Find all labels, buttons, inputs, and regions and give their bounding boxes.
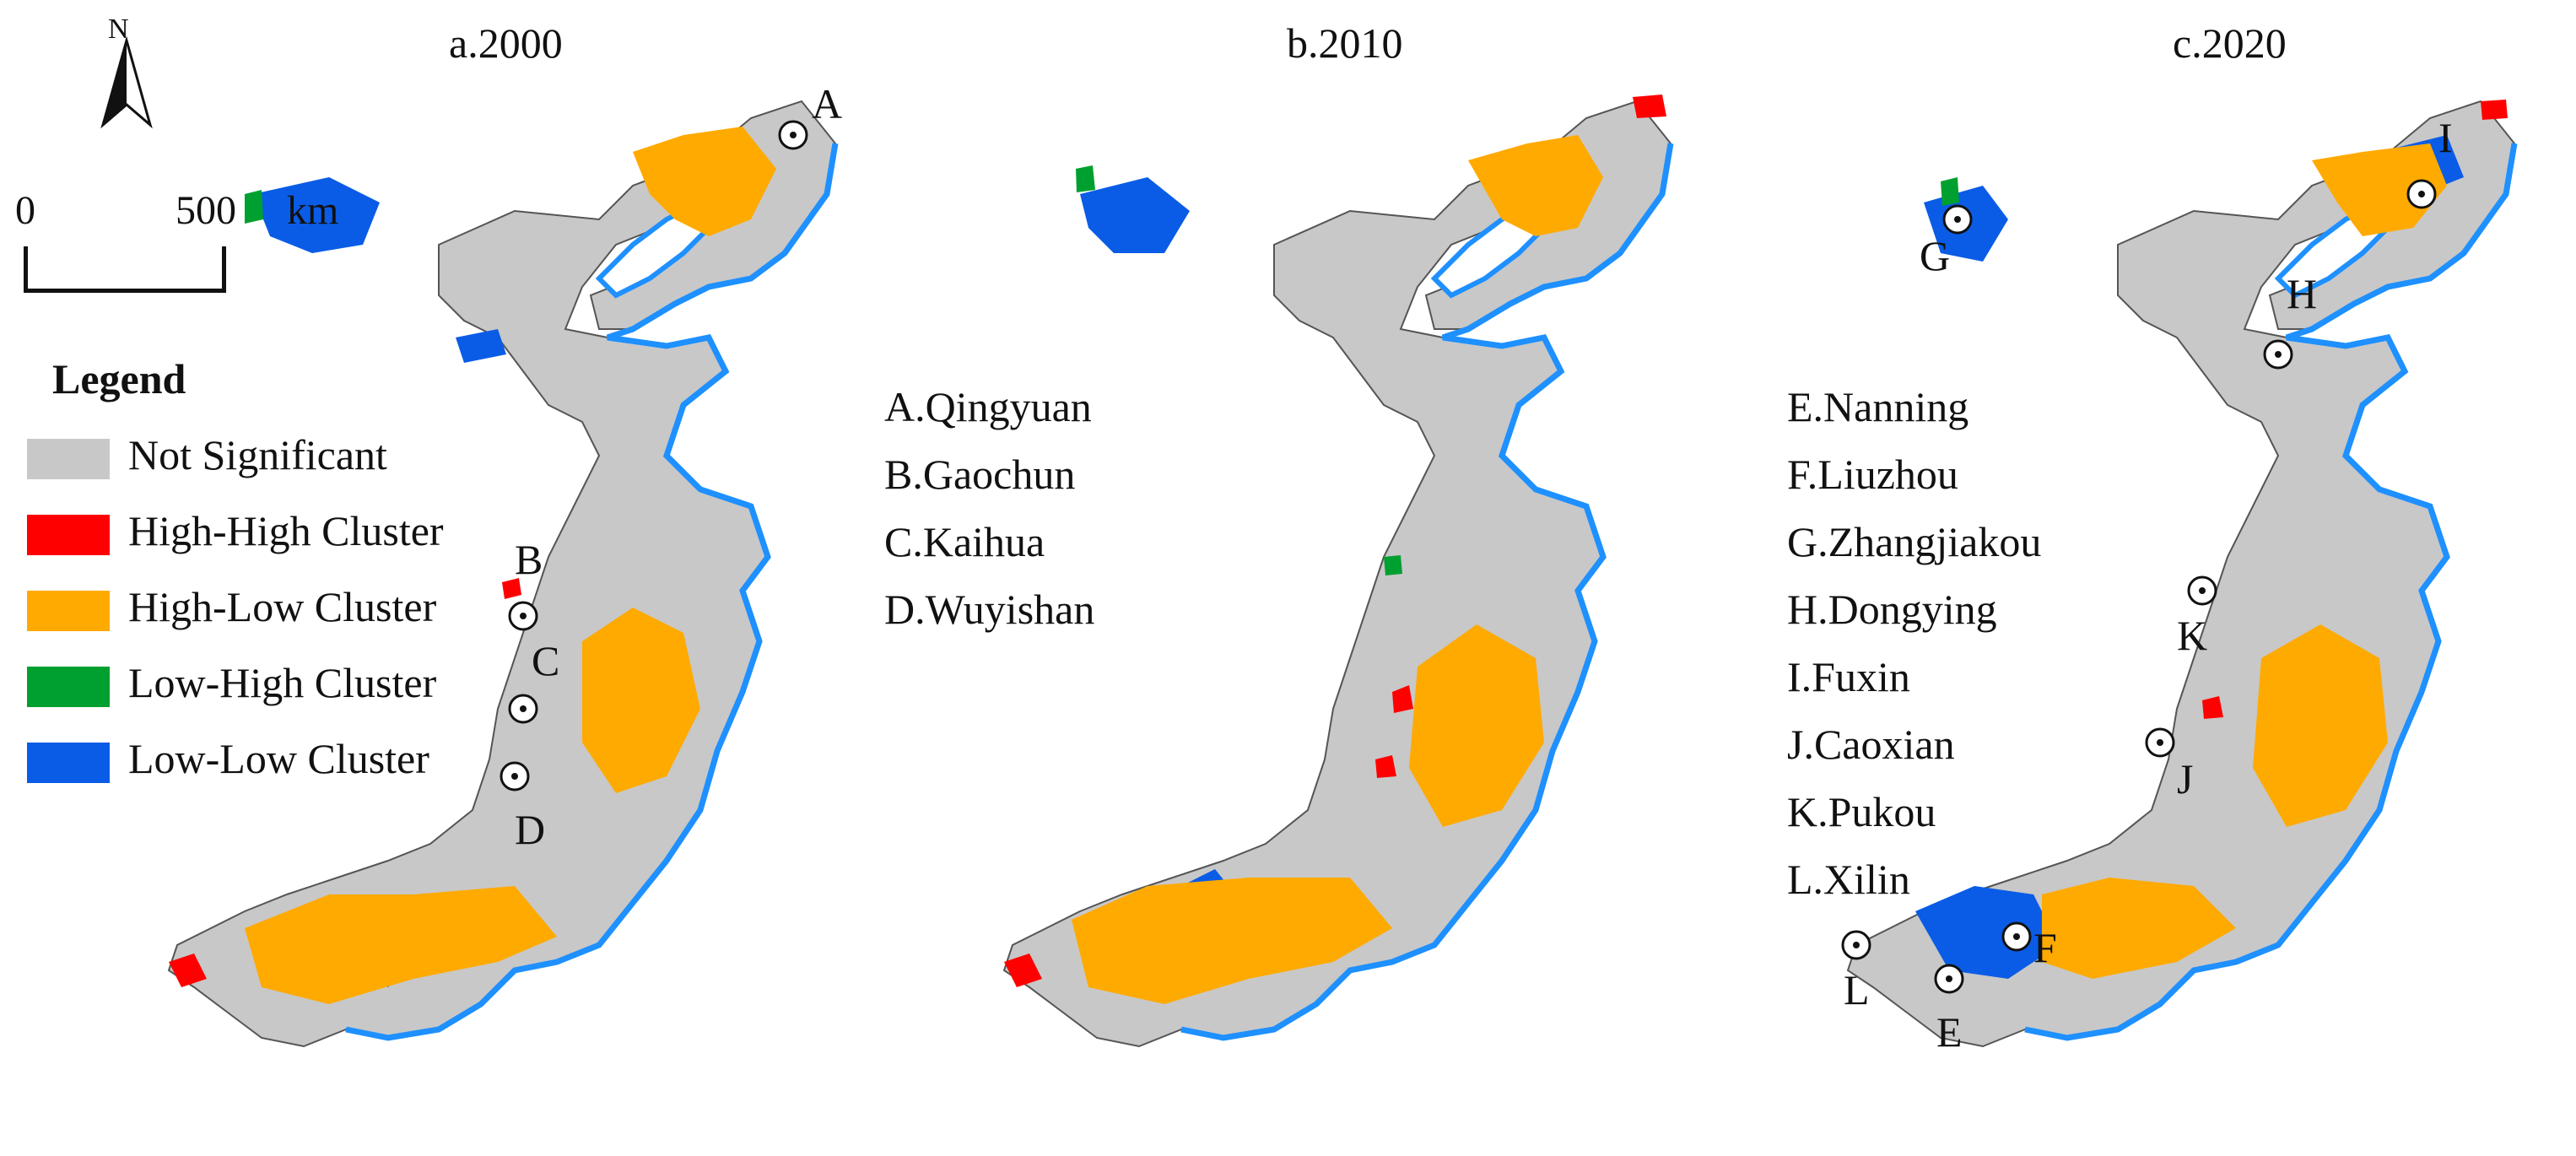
- cluster-high-low: [633, 127, 776, 236]
- cluster-high-low: [245, 886, 557, 1004]
- north-arrow: N: [93, 14, 160, 142]
- scale-end: 500: [176, 188, 236, 233]
- marker: K: [2177, 575, 2217, 659]
- scale-bar: 0 500 km: [15, 187, 338, 314]
- legend-swatch: [27, 515, 110, 555]
- place-name-list-2020: E.Nanning F.Liuzhou G.Zhangjiakou H.Dong…: [1787, 373, 2041, 913]
- place-name: D.Wuyishan: [884, 586, 1095, 633]
- marker: A: [778, 80, 842, 150]
- cluster-low-low: [456, 329, 506, 363]
- scale-bar-line: [24, 246, 226, 293]
- legend-label: High-High Cluster: [128, 507, 444, 554]
- place-name: A.Qingyuan: [884, 383, 1092, 430]
- cluster-low-high: [1941, 177, 1959, 206]
- legend-swatch: [27, 667, 110, 707]
- cluster-low-high: [1384, 555, 1402, 575]
- marker: D: [500, 761, 545, 853]
- cluster-high-high: [1633, 95, 1666, 118]
- legend-item-high-low: High-Low Cluster: [27, 577, 436, 653]
- legend-item-low-low: Low-Low Cluster: [27, 729, 429, 805]
- marker-label: G: [1920, 232, 1950, 279]
- marker: J: [2145, 727, 2193, 802]
- legend-swatch: [27, 591, 110, 631]
- marker-label: K: [2177, 612, 2207, 659]
- marker: B: [508, 536, 543, 631]
- north-arrow-icon: [100, 35, 153, 129]
- place-name: K.Pukou: [1787, 788, 1936, 835]
- marker-label: F: [2033, 924, 2057, 971]
- cluster-high-high: [1392, 685, 1413, 713]
- coastline: [345, 143, 839, 1041]
- legend-label: Low-High Cluster: [128, 659, 437, 706]
- coastline: [2024, 143, 2518, 1041]
- legend: Legend Not Significant High-High Cluster…: [27, 354, 444, 805]
- panel-title-2000: a.2000: [449, 19, 563, 67]
- place-name: H.Dongying: [1787, 586, 1997, 633]
- cluster-low-low: [1080, 177, 1190, 253]
- marker: E: [1934, 964, 1964, 1056]
- cluster-high-low: [2253, 624, 2388, 827]
- marker: H: [2263, 270, 2317, 370]
- scale-start: 0: [15, 188, 35, 233]
- legend-swatch: [27, 439, 110, 479]
- legend-item-low-high: Low-High Cluster: [27, 653, 436, 729]
- place-name: I.Fuxin: [1787, 653, 1910, 700]
- marker: C: [508, 637, 559, 724]
- place-name: L.Xilin: [1787, 856, 1910, 903]
- place-name: E.Nanning: [1787, 383, 1969, 430]
- map-panel-2010: [1003, 95, 1674, 1047]
- legend-swatch: [27, 743, 110, 783]
- panel-title-2020: c.2020: [2173, 19, 2287, 67]
- cluster-high-high: [1004, 953, 1042, 987]
- cluster-high-low: [1468, 135, 1603, 236]
- marker-label: D: [515, 806, 545, 853]
- panel-title-2010: b.2010: [1287, 19, 1403, 67]
- cluster-high-low: [1409, 624, 1544, 827]
- marker-label: B: [515, 536, 543, 583]
- marker-label: L: [1844, 966, 1870, 1013]
- cluster-high-low: [582, 608, 700, 793]
- cluster-high-high: [169, 953, 207, 987]
- cluster-low-low: [253, 177, 380, 253]
- legend-label: Low-Low Cluster: [128, 735, 429, 782]
- place-name: B.Gaochun: [884, 451, 1076, 498]
- marker-label: C: [532, 637, 559, 684]
- marker: F: [2001, 921, 2057, 971]
- marker-label: E: [1936, 1008, 1963, 1056]
- place-name: G.Zhangjiakou: [1787, 518, 2042, 565]
- place-name: C.Kaihua: [884, 518, 1045, 565]
- legend-title: Legend: [52, 355, 186, 402]
- marker-label: H: [2287, 270, 2317, 317]
- legend-item-not-significant: Not Significant: [27, 425, 387, 501]
- cluster-low-low: [1915, 886, 2059, 979]
- marker-label: A: [812, 80, 842, 127]
- place-name: J.Caoxian: [1787, 721, 1955, 768]
- legend-label: Not Significant: [128, 431, 387, 478]
- cluster-high-high: [2202, 696, 2223, 719]
- place-name-list-2000: A.Qingyuan B.Gaochun C.Kaihua D.Wuyishan: [884, 373, 1094, 643]
- marker-label: I: [2438, 114, 2453, 161]
- north-label: N: [108, 14, 129, 45]
- cluster-high-high: [2481, 100, 2508, 120]
- marker-label: J: [2177, 755, 2193, 802]
- cluster-high-low: [1072, 878, 1392, 1004]
- marker: G: [1920, 204, 1973, 279]
- cluster-low-high: [1076, 165, 1095, 192]
- legend-item-high-high: High-High Cluster: [27, 501, 444, 577]
- legend-label: High-Low Cluster: [128, 583, 437, 630]
- marker: I: [2406, 114, 2453, 209]
- cluster-high-high: [502, 578, 521, 599]
- cluster-low-high: [245, 190, 263, 224]
- cluster-high-low: [2312, 143, 2447, 236]
- map-panel-2020: I G H J K F E L: [1841, 100, 2518, 1056]
- marker: L: [1841, 930, 1871, 1013]
- place-name: F.Liuzhou: [1787, 451, 1958, 498]
- coastline: [1180, 143, 1674, 1041]
- map-panel-2000: A B C D: [168, 80, 842, 1047]
- cluster-high-high: [1375, 755, 1396, 778]
- cluster-high-low: [2042, 878, 2236, 979]
- scale-unit: km: [287, 188, 339, 233]
